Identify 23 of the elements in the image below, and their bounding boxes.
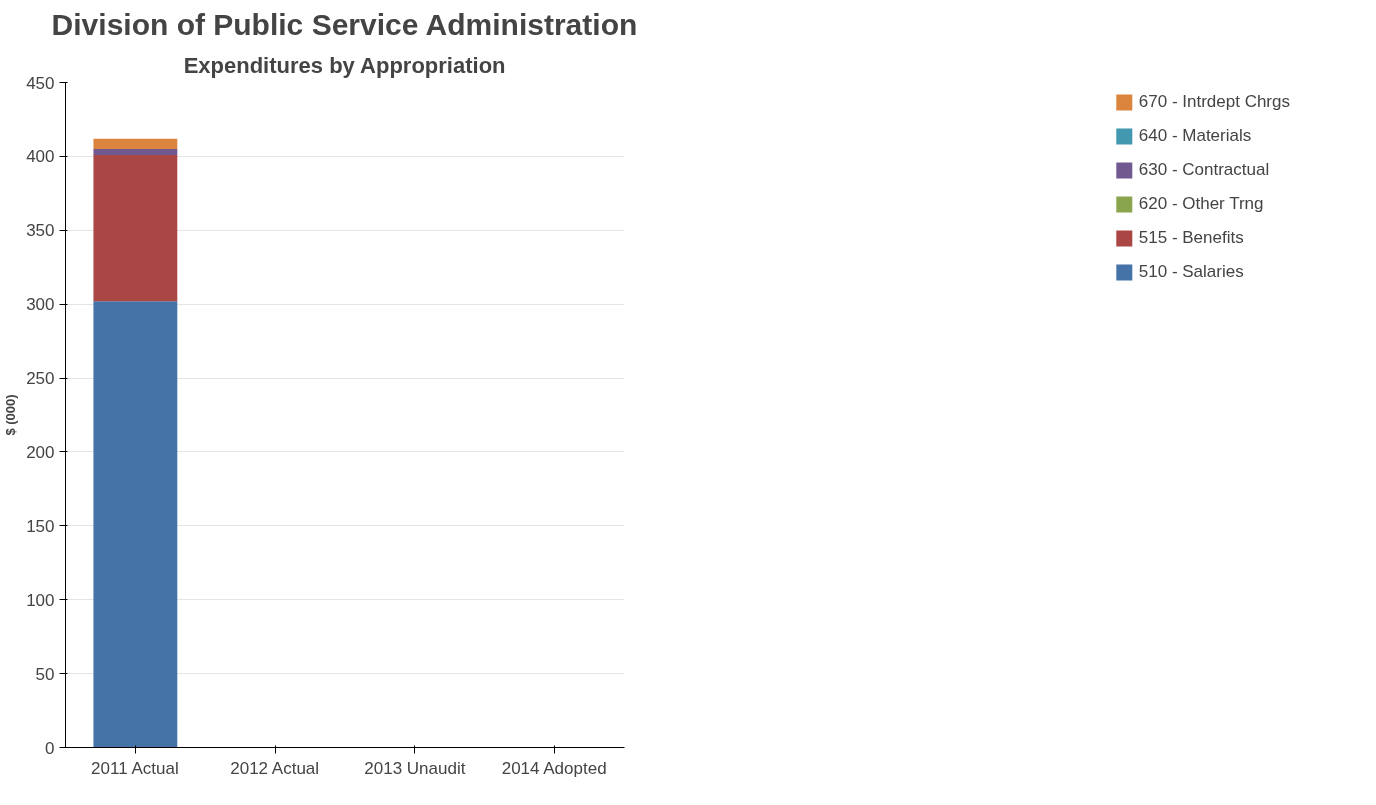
y-tick-label: 250 bbox=[26, 369, 55, 389]
legend-label: 510 - Salaries bbox=[1138, 262, 1244, 282]
y-tick-label: 50 bbox=[35, 664, 55, 684]
y-tick-label: 200 bbox=[26, 442, 55, 462]
legend-label: 670 - Intrdept Chrgs bbox=[1138, 92, 1290, 112]
y-tick-label: 300 bbox=[26, 295, 55, 315]
x-tick-label: 2014 Adopted bbox=[501, 758, 607, 778]
legend-label: 640 - Materials bbox=[1138, 126, 1252, 146]
y-axis-title: $ (000) bbox=[3, 394, 19, 436]
y-tick-label: 400 bbox=[26, 147, 55, 167]
x-tick-label: 2013 Unaudit bbox=[364, 758, 466, 778]
chart-subtitle: Expenditures by Appropriation bbox=[183, 52, 506, 78]
y-tick-label: 100 bbox=[26, 590, 55, 610]
y-tick-label: 450 bbox=[26, 73, 55, 93]
chart-title: Division of Public Service Administration bbox=[51, 7, 638, 41]
y-tick-label: 0 bbox=[45, 738, 55, 758]
legend-label: 515 - Benefits bbox=[1138, 228, 1244, 248]
y-tick-label: 350 bbox=[26, 221, 55, 241]
x-tick-label: 2011 Actual bbox=[91, 758, 179, 778]
y-tick-label: 150 bbox=[26, 516, 55, 536]
legend-label: 620 - Other Trng bbox=[1138, 194, 1264, 214]
legend-label: 630 - Contractual bbox=[1138, 160, 1270, 180]
x-tick-label: 2012 Actual bbox=[230, 758, 320, 778]
